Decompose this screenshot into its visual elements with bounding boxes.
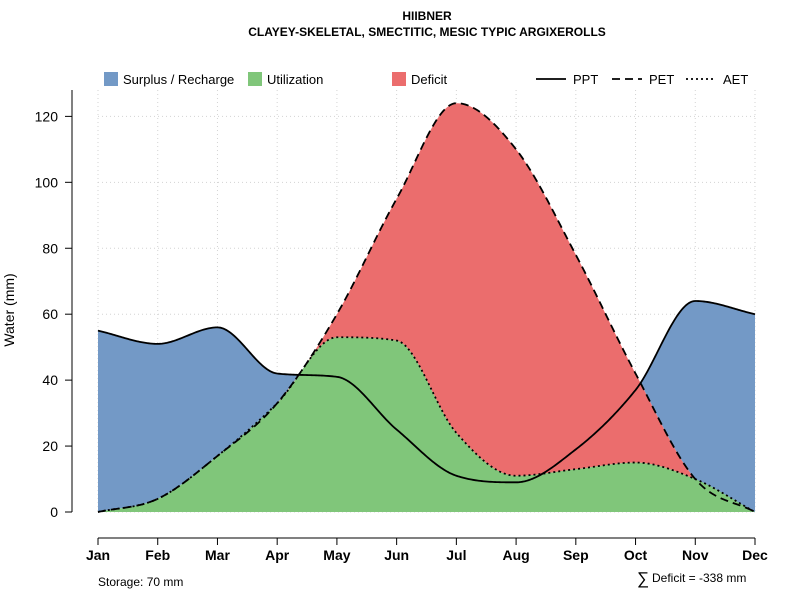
x-tick-label: Aug: [502, 547, 529, 563]
x-tick-label: Mar: [205, 547, 230, 563]
legend-label-aet: AET: [723, 72, 748, 87]
legend-swatch-surplus: [104, 72, 118, 86]
y-tick-label: 0: [50, 504, 58, 520]
utilization-area: [98, 337, 755, 512]
areas: [98, 103, 755, 512]
x-tick-label: Nov: [682, 547, 709, 563]
series-lines: [97, 102, 756, 513]
chart-subtitle: CLAYEY-SKELETAL, SMECTITIC, MESIC TYPIC …: [248, 25, 606, 39]
deficit-note: Deficit = -338 mm: [652, 571, 746, 585]
chart-title: HIIBNER: [402, 9, 452, 23]
legend-label-pet: PET: [649, 72, 674, 87]
legend-label-ppt: PPT: [573, 72, 598, 87]
legend: Surplus / Recharge Utilization Deficit P…: [104, 72, 748, 87]
y-tick-label: 100: [35, 174, 59, 190]
legend-swatch-deficit: [392, 72, 406, 86]
legend-label-deficit: Deficit: [411, 72, 448, 87]
x-tick-label: Oct: [624, 547, 648, 563]
y-tick-label: 60: [42, 306, 58, 322]
sum-symbol: ∑: [637, 569, 649, 588]
deficit-area: [98, 103, 755, 512]
x-tick-label: Jan: [86, 547, 110, 563]
storage-note: Storage: 70 mm: [98, 575, 183, 589]
axes: 0 20 40 60 80 100 120 Jan Feb Mar Apr May Jun Jul Aug S…: [35, 90, 768, 563]
x-tick-label: Jul: [446, 547, 466, 563]
legend-swatch-utilization: [248, 72, 262, 86]
x-tick-label: Sep: [563, 547, 589, 563]
x-tick-label: Feb: [145, 547, 170, 563]
y-tick-label: 40: [42, 372, 58, 388]
x-tick-label: Apr: [265, 547, 290, 563]
x-tick-label: May: [323, 547, 350, 563]
aet-line: [97, 336, 756, 513]
legend-label-utilization: Utilization: [267, 72, 323, 87]
y-tick-label: 80: [42, 240, 58, 256]
x-tick-label: Jun: [384, 547, 409, 563]
ppt-line: [97, 300, 756, 484]
y-tick-label: 20: [42, 438, 58, 454]
y-tick-label: 120: [35, 108, 59, 124]
surplus-area: [98, 103, 755, 512]
pet-line: [97, 102, 756, 513]
y-axis-label: Water (mm): [1, 273, 17, 346]
legend-label-surplus: Surplus / Recharge: [123, 72, 234, 87]
x-tick-label: Dec: [742, 547, 768, 563]
